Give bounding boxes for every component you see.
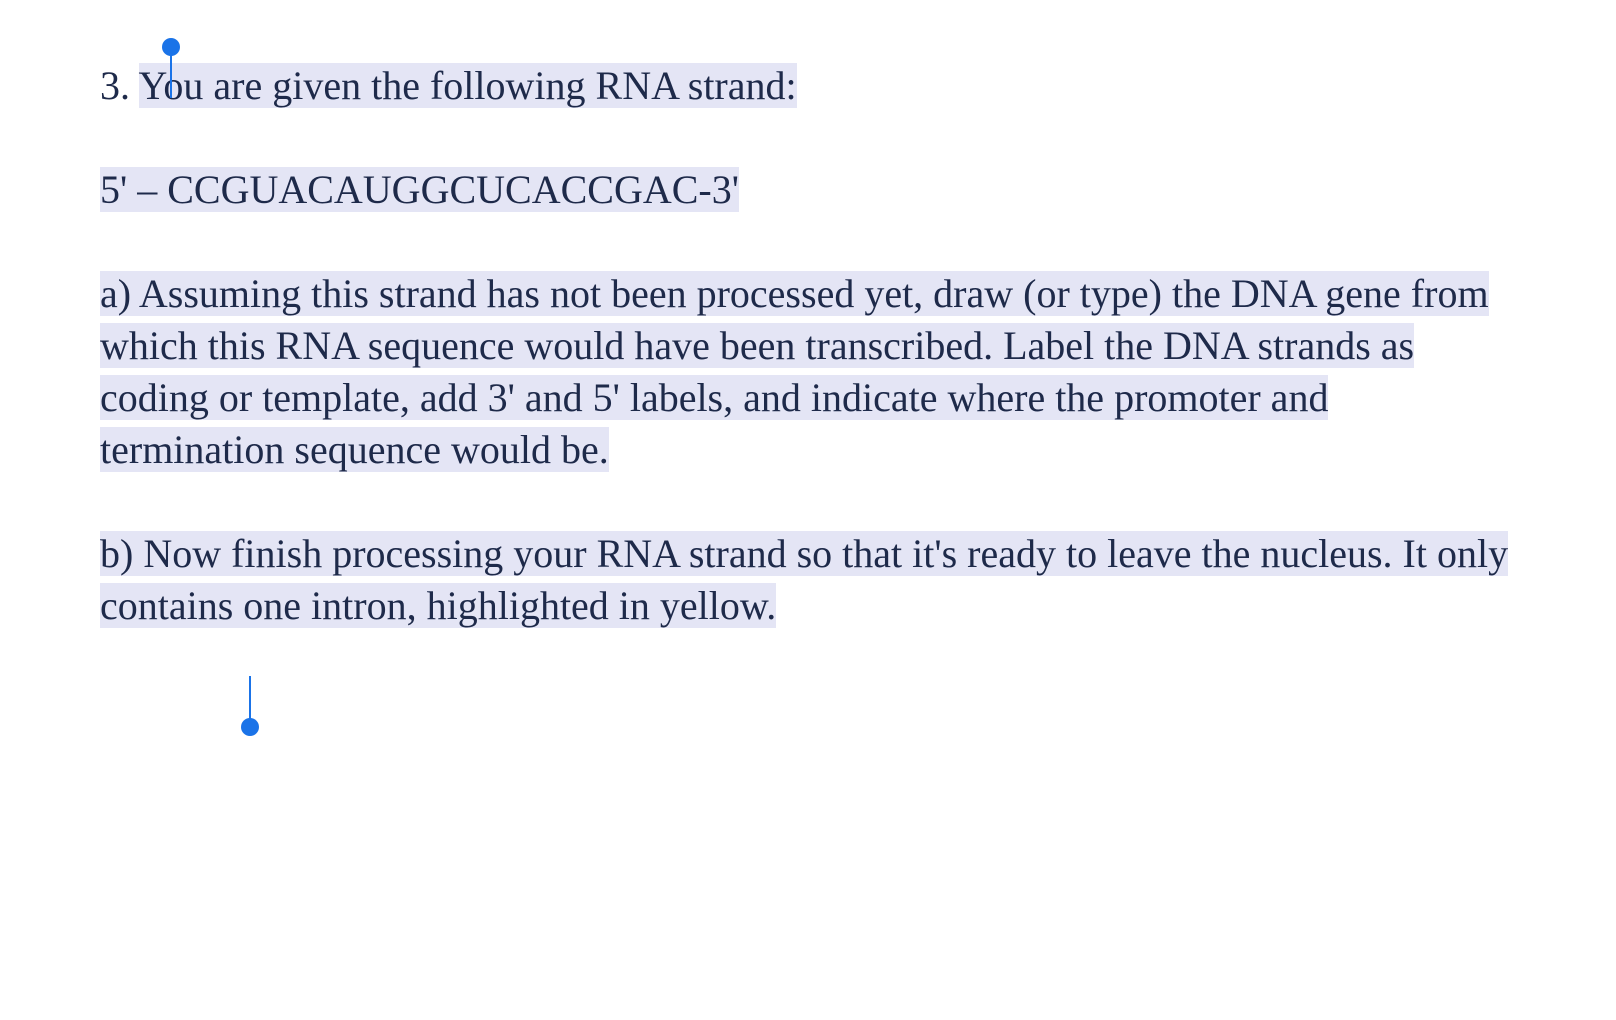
document-content: 3. You are given the following RNA stran… [100,60,1516,632]
highlighted-text[interactable]: b) Now finish processing your RNA strand… [100,531,1508,628]
highlighted-text[interactable]: a) Assuming this strand has not been pro… [100,271,1489,472]
highlighted-text[interactable]: 5' – CCGUACAUGGCUCACCGAC-3' [100,167,739,212]
highlighted-text[interactable]: You are given the following RNA strand: [139,63,797,108]
selection-start-cursor [170,48,172,98]
selection-end-handle[interactable] [241,718,259,736]
paragraph-rna-sequence: 5' – CCGUACAUGGCUCACCGAC-3' [100,164,1516,216]
question-number: 3. [100,63,139,108]
paragraph-question-intro: 3. You are given the following RNA stran… [100,60,1516,112]
paragraph-part-b: b) Now finish processing your RNA strand… [100,528,1516,632]
paragraph-part-a: a) Assuming this strand has not been pro… [100,268,1516,476]
